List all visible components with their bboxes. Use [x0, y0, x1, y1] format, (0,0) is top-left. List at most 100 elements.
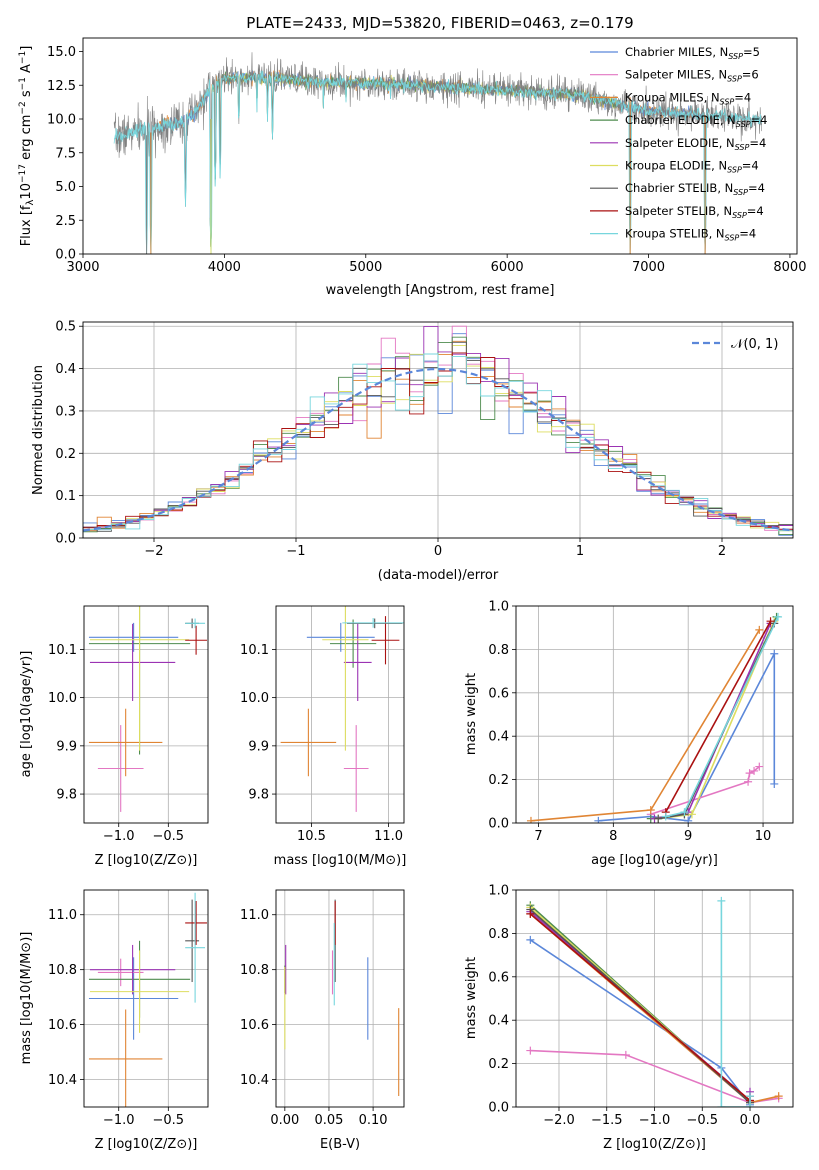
- errorbar-salpeter-stelib: [185, 900, 208, 945]
- x-tick-label: −0.5: [686, 1113, 718, 1128]
- x-tick-label: 10: [755, 829, 772, 844]
- y-tick-label: 11.0: [240, 908, 269, 923]
- series-line: [529, 908, 751, 1104]
- series-kroupa-miles: [526, 625, 764, 823]
- data-point-marker: [750, 766, 759, 775]
- x-axis-label: E(B-V): [320, 1137, 360, 1152]
- axes-frame: [275, 889, 405, 1108]
- x-tick-label: 11.0: [374, 829, 403, 844]
- errorbar-points: [88, 606, 208, 812]
- data-point-marker: [684, 816, 693, 823]
- errorbar-points: [280, 606, 404, 812]
- y-axis-label: age [log10(age/yr)]: [19, 651, 34, 778]
- y-tick-label: 10.8: [48, 963, 77, 978]
- x-tick-label: −1: [286, 544, 305, 559]
- x-tick-label: 0.0: [740, 1113, 761, 1128]
- ticks: 0.00 0.05 0.10 10.4 10.6 10.8 11.0: [240, 908, 388, 1128]
- y-tick-label: 0.4: [488, 1014, 509, 1029]
- data-point-marker: [526, 935, 535, 944]
- data-point-marker: [744, 777, 753, 786]
- x-tick-label: 8000: [773, 260, 806, 275]
- label-part: λ: [25, 199, 36, 205]
- data-point-marker: [526, 816, 535, 823]
- label-part: A: [19, 64, 34, 77]
- chart-title: PLATE=2433, MJD=53820, FIBERID=0463, z=0…: [246, 14, 633, 32]
- y-tick-label: 0.8: [488, 643, 509, 658]
- series-kroupa-stelib: [717, 896, 755, 1107]
- data-point-marker: [594, 816, 603, 823]
- series-lines: [526, 612, 783, 823]
- legend-label-tail: =4: [749, 136, 766, 150]
- legend-label-sub: SSP: [725, 234, 740, 243]
- data-point-marker: [654, 814, 663, 823]
- y-tick-label: 15.0: [47, 45, 76, 60]
- errorbar-points: [88, 892, 208, 1107]
- legend-label-sub: SSP: [720, 97, 735, 106]
- axes-frame: [275, 605, 405, 824]
- errorbar-chabrier-miles: [306, 622, 375, 652]
- y-tick-label: 10.0: [240, 691, 269, 706]
- y-tick-label: 1.0: [488, 884, 509, 899]
- y-tick-label: 0.4: [55, 362, 76, 377]
- legend-label-chabrier-elodie: Chabrier ELODIE, NSSP=4: [625, 113, 767, 129]
- legend-label-tail: =4: [747, 204, 764, 218]
- errorbar-points: [284, 899, 400, 1097]
- label-part: −17: [18, 164, 28, 183]
- legend-label-main: Kroupa MILES, N: [625, 90, 720, 104]
- panel-massweight-vs-Z: −2.0 −1.5 −1.0 −0.5 0.0 0.0 0.2 0.4 0.6 0.8 1.0: [488, 884, 794, 1129]
- legend-label-main: Chabrier MILES, N: [625, 45, 728, 59]
- y-tick-label: 1.0: [488, 600, 509, 615]
- y-tick-label: 5.0: [55, 180, 76, 195]
- legend-label-sub: SSP: [735, 143, 750, 152]
- series-lines: [526, 896, 783, 1107]
- errorbar-salpeter-stelib: [371, 616, 400, 665]
- legend-label-main: Kroupa ELODIE, N: [625, 159, 727, 173]
- data-point-marker: [774, 1092, 783, 1101]
- y-axis-label: mass [log10(M/M⊙)]: [19, 932, 34, 1065]
- legend-label-tail: =4: [742, 159, 759, 173]
- y-tick-label: 0.5: [55, 320, 76, 335]
- label-part: erg cm: [19, 115, 34, 164]
- legend-label-kroupa-elodie: Kroupa ELODIE, NSSP=4: [625, 159, 759, 175]
- data-point-marker: [646, 805, 655, 814]
- errorbar-salpeter-elodie: [343, 623, 372, 701]
- x-tick-label: 6000: [491, 260, 524, 275]
- y-tick-label: 0.1: [55, 489, 76, 504]
- x-tick-label: 8: [609, 829, 617, 844]
- y-tick-label: 9.9: [248, 739, 269, 754]
- y-tick-label: 10.0: [47, 113, 76, 128]
- ticks: −2.0 −1.5 −1.0 −0.5 0.0 0.0 0.2 0.4 0.6 0.8 1.0: [488, 884, 760, 1129]
- legend-label-normal: 𝒩(0, 1): [731, 337, 778, 352]
- y-tick-label: 0.4: [488, 730, 509, 745]
- x-tick-label: −1.0: [639, 1113, 671, 1128]
- data-point-marker: [661, 812, 670, 821]
- plot-area: [88, 892, 208, 1107]
- x-tick-label: 1: [576, 544, 584, 559]
- y-tick-label: 0.0: [488, 817, 509, 832]
- x-tick-label: 9: [684, 829, 692, 844]
- histogram-salpeter-stelib: [83, 352, 793, 538]
- label-part: ]: [19, 46, 34, 51]
- observed-spectrum: [113, 52, 762, 254]
- legend-label-salpeter-stelib: Salpeter STELIB, NSSP=4: [625, 204, 764, 220]
- y-tick-label: 0.2: [488, 1057, 509, 1072]
- x-axis-label: mass [log10(M/M⊙)]: [274, 853, 407, 868]
- x-tick-label: 7: [534, 829, 542, 844]
- ticks: −1.0 −0.5 9.8 9.9 10.0 10.1: [48, 643, 184, 844]
- legend-label-main: Chabrier ELODIE, N: [625, 113, 736, 127]
- y-tick-label: 0.0: [55, 532, 76, 547]
- spectrum-lines: [113, 52, 763, 254]
- x-tick-label: 3000: [66, 260, 99, 275]
- data-point-marker: [755, 762, 764, 771]
- y-tick-label: 0.2: [55, 447, 76, 462]
- y-tick-label: 10.1: [48, 643, 77, 658]
- data-point-marker: [526, 909, 535, 918]
- errorbar-kroupa-stelib: [185, 618, 206, 629]
- grid-lines: [276, 890, 404, 1107]
- data-point-marker: [717, 1103, 726, 1107]
- plot-area: [113, 52, 763, 254]
- x-axis-label: Z [log10(Z/Z⊙)]: [603, 1137, 706, 1152]
